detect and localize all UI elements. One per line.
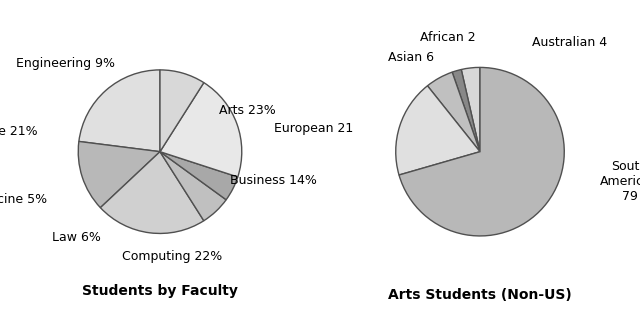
Text: African 2: African 2 <box>420 31 476 45</box>
Wedge shape <box>160 70 204 152</box>
Text: Asian 6: Asian 6 <box>388 51 434 64</box>
Wedge shape <box>396 86 480 175</box>
Text: European 21: European 21 <box>275 122 353 135</box>
Text: Computing 22%: Computing 22% <box>122 250 222 263</box>
Wedge shape <box>160 82 242 177</box>
Text: Business 14%: Business 14% <box>230 174 316 187</box>
Wedge shape <box>452 70 480 152</box>
Wedge shape <box>100 152 204 234</box>
Wedge shape <box>399 67 564 236</box>
Text: Medicine 5%: Medicine 5% <box>0 193 47 206</box>
Text: Australian 4: Australian 4 <box>532 36 607 49</box>
Text: Law 6%: Law 6% <box>52 231 101 244</box>
Text: South
American
79: South American 79 <box>600 160 640 203</box>
Wedge shape <box>79 70 160 152</box>
Wedge shape <box>160 152 226 221</box>
Text: Arts Students (Non-US): Arts Students (Non-US) <box>388 288 572 302</box>
Wedge shape <box>78 142 160 208</box>
Wedge shape <box>160 152 238 200</box>
Text: Engineering 9%: Engineering 9% <box>16 57 115 70</box>
Text: Arts 23%: Arts 23% <box>219 104 276 117</box>
Text: Students by Faculty: Students by Faculty <box>82 284 238 298</box>
Wedge shape <box>461 67 480 152</box>
Wedge shape <box>428 72 480 152</box>
Text: Science 21%: Science 21% <box>0 125 37 138</box>
